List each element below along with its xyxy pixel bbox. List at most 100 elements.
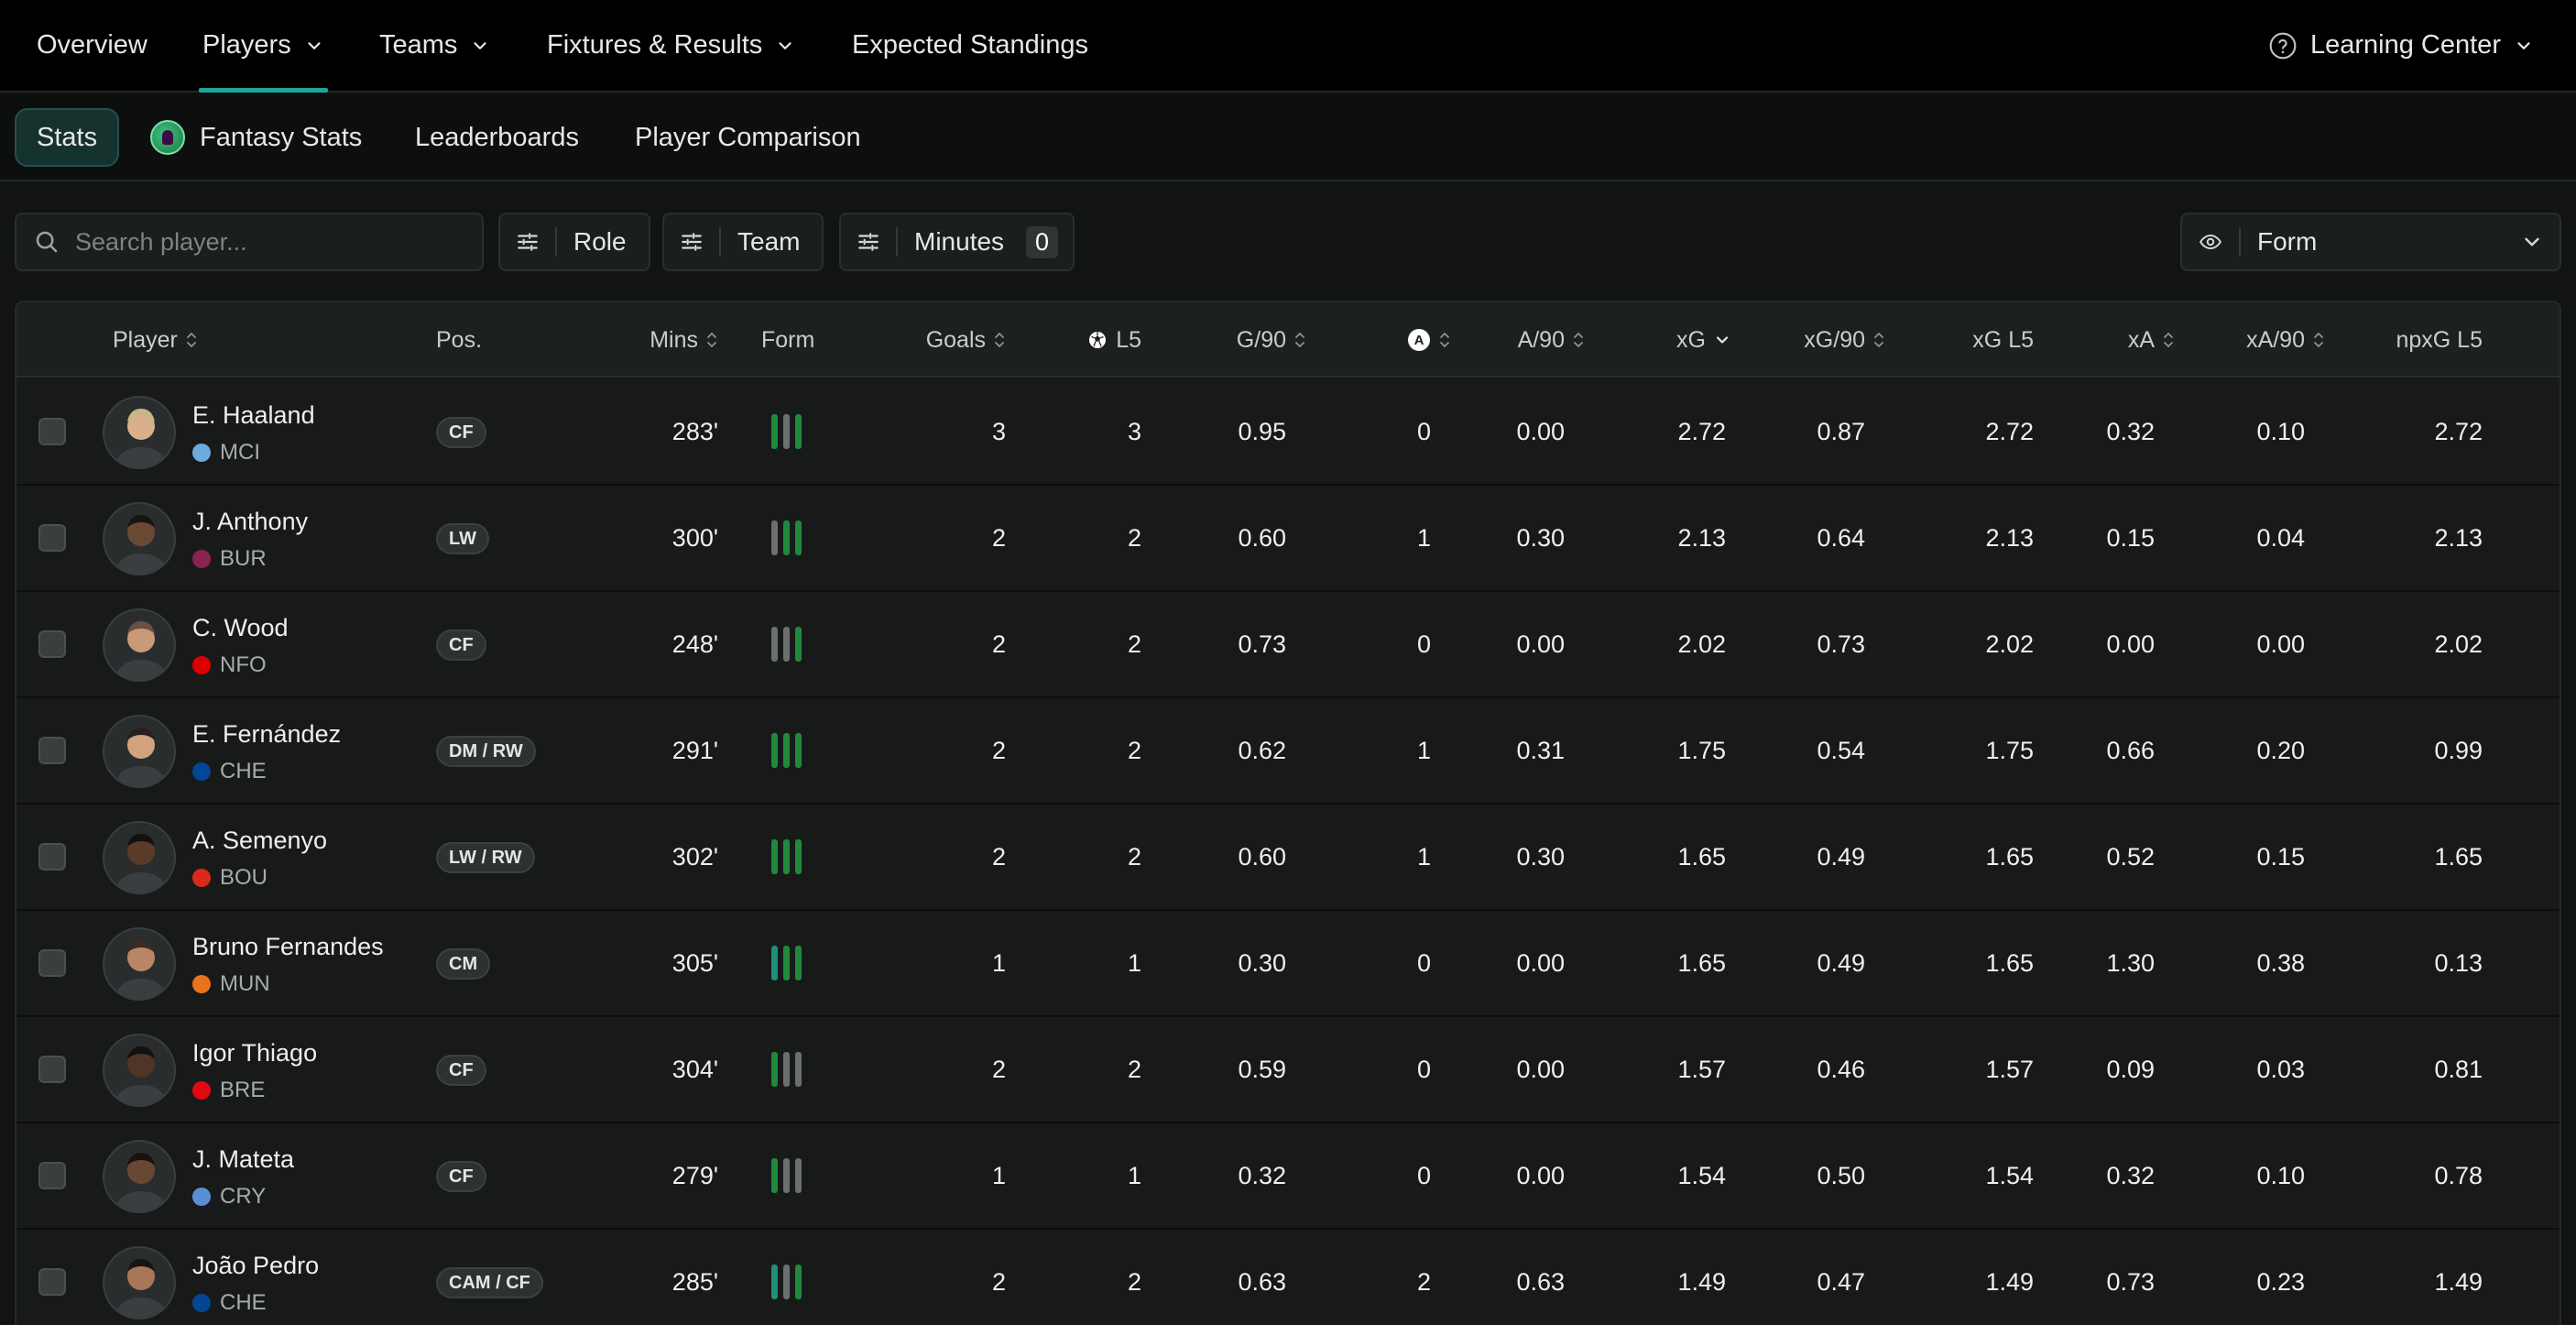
row-checkbox[interactable] <box>38 1056 66 1083</box>
form-bar <box>795 733 802 768</box>
cell-xa: 1.30 <box>2106 948 2155 977</box>
header-mins-label: Mins <box>649 326 698 353</box>
nav-teams[interactable]: Teams <box>379 0 490 91</box>
nav-players[interactable]: Players <box>199 0 328 93</box>
team-filter-button[interactable]: Team <box>662 213 824 271</box>
player-name[interactable]: E. Haaland <box>192 401 315 429</box>
row-checkbox[interactable] <box>38 630 66 658</box>
position-badge: LW / RW <box>436 842 535 873</box>
cell-xg-l5: 1.54 <box>1985 1161 2034 1189</box>
player-avatar <box>103 821 176 894</box>
cell-xa90: 0.04 <box>2256 523 2305 552</box>
cell-assists: 2 <box>1416 1267 1431 1296</box>
cell-mins: 305' <box>671 948 718 977</box>
table-row[interactable]: E. Haaland MCI CF 283' 3 3 0.95 0 0.00 2… <box>16 379 2560 486</box>
header-xa90[interactable]: xA/90 <box>2197 302 2325 378</box>
player-name[interactable]: J. Mateta <box>192 1145 295 1173</box>
header-xg90-label: xG/90 <box>1804 326 1865 353</box>
position-badge: DM / RW <box>436 736 536 767</box>
header-goals[interactable]: Goals <box>841 302 1006 378</box>
table-row[interactable]: Igor Thiago BRE CF 304' 2 2 0.59 0 0.00 … <box>16 1017 2560 1123</box>
cell-xg90: 0.73 <box>1817 630 1865 658</box>
header-assists[interactable]: A <box>1345 302 1451 378</box>
cell-mins: 248' <box>671 630 718 658</box>
header-xa[interactable]: xA <box>2068 302 2175 378</box>
cell-g90: 0.59 <box>1238 1055 1286 1083</box>
player-name[interactable]: A. Semenyo <box>192 827 328 854</box>
cell-xg: 2.02 <box>1677 630 1726 658</box>
cell-xa: 0.52 <box>2106 842 2155 871</box>
search-input[interactable] <box>75 227 460 257</box>
nav-learning-center[interactable]: Learning Center <box>2268 0 2534 91</box>
minutes-filter-button[interactable]: Minutes 0 <box>839 213 1075 271</box>
table-row[interactable]: Bruno Fernandes MUN CM 305' 1 1 0.30 0 0… <box>16 911 2560 1017</box>
form-bar <box>795 1158 802 1193</box>
cell-mins: 304' <box>671 1055 718 1083</box>
view-select[interactable]: Form <box>2180 213 2561 271</box>
row-checkbox[interactable] <box>38 1162 66 1189</box>
row-checkbox[interactable] <box>38 843 66 871</box>
team-crest-icon <box>192 975 211 993</box>
cell-xg: 1.49 <box>1677 1267 1726 1296</box>
header-xgl5-label: xG L5 <box>1972 326 2034 353</box>
row-checkbox[interactable] <box>38 418 66 445</box>
player-name[interactable]: J. Anthony <box>192 508 309 535</box>
tab-comparison-label: Player Comparison <box>635 122 861 152</box>
row-checkbox[interactable] <box>38 524 66 552</box>
form-bar <box>783 1052 790 1087</box>
header-g90[interactable]: G/90 <box>1162 302 1306 378</box>
cell-a90: 0.63 <box>1516 1267 1565 1296</box>
player-name[interactable]: Bruno Fernandes <box>192 933 384 960</box>
header-mins[interactable]: Mins <box>566 302 718 378</box>
cell-g90: 0.62 <box>1238 736 1286 764</box>
cell-xa90: 0.03 <box>2256 1055 2305 1083</box>
header-form: Form <box>761 302 814 378</box>
player-name[interactable]: E. Fernández <box>192 720 342 748</box>
table-row[interactable]: C. Wood NFO CF 248' 2 2 0.73 0 0.00 2.02… <box>16 592 2560 698</box>
table-row[interactable]: A. Semenyo BOU LW / RW 302' 2 2 0.60 1 0… <box>16 805 2560 911</box>
cell-xa: 0.32 <box>2106 1161 2155 1189</box>
player-team: NFO <box>192 652 267 678</box>
header-player[interactable]: Player <box>113 302 198 378</box>
cell-g90: 0.60 <box>1238 523 1286 552</box>
search-box <box>15 213 484 271</box>
cell-assists: 1 <box>1416 842 1431 871</box>
form-bar <box>783 520 790 555</box>
nav-overview[interactable]: Overview <box>37 0 147 91</box>
table-row[interactable]: J. Mateta CRY CF 279' 1 1 0.32 0 0.00 1.… <box>16 1123 2560 1230</box>
tab-stats[interactable]: Stats <box>15 108 120 167</box>
row-checkbox[interactable] <box>38 737 66 764</box>
player-name[interactable]: João Pedro <box>192 1252 320 1279</box>
team-abbr: CRY <box>220 1184 267 1209</box>
table-row[interactable]: E. Fernández CHE DM / RW 291' 2 2 0.62 1… <box>16 698 2560 805</box>
nav-expected-standings[interactable]: Expected Standings <box>852 0 1088 91</box>
row-checkbox[interactable] <box>38 1268 66 1296</box>
header-xg[interactable]: xG <box>1629 302 1731 378</box>
nav-standings-label: Expected Standings <box>852 30 1088 60</box>
player-avatar <box>103 396 176 469</box>
player-name[interactable]: Igor Thiago <box>192 1039 318 1067</box>
tab-leaderboards[interactable]: Leaderboards <box>395 108 599 167</box>
header-xg90[interactable]: xG/90 <box>1757 302 1885 378</box>
tab-player-comparison[interactable]: Player Comparison <box>615 108 881 167</box>
table-row[interactable]: João Pedro CHE CAM / CF 285' 2 2 0.63 2 … <box>16 1230 2560 1325</box>
chevron-down-icon <box>2517 41 2530 49</box>
nav-fixtures-results[interactable]: Fixtures & Results <box>547 0 795 91</box>
row-checkbox[interactable] <box>38 949 66 977</box>
cell-xg: 1.65 <box>1677 948 1726 977</box>
help-circle-icon <box>2269 32 2297 59</box>
player-name[interactable]: C. Wood <box>192 614 289 641</box>
role-filter-button[interactable]: Role <box>498 213 650 271</box>
form-bar <box>783 414 790 449</box>
tab-fantasy-stats[interactable]: Fantasy Stats <box>130 108 382 167</box>
header-a90[interactable]: A/90 <box>1482 302 1585 378</box>
cell-npxg-l5: 1.49 <box>2434 1267 2483 1296</box>
cell-goals: 3 <box>991 417 1006 445</box>
cell-mins: 302' <box>671 842 718 871</box>
header-goals-l5[interactable]: L5 <box>1024 302 1141 378</box>
cell-xa: 0.66 <box>2106 736 2155 764</box>
player-avatar <box>103 502 176 575</box>
chevron-down-icon <box>474 41 487 49</box>
table-row[interactable]: J. Anthony BUR LW 300' 2 2 0.60 1 0.30 2… <box>16 486 2560 592</box>
sliders-icon <box>841 227 898 257</box>
